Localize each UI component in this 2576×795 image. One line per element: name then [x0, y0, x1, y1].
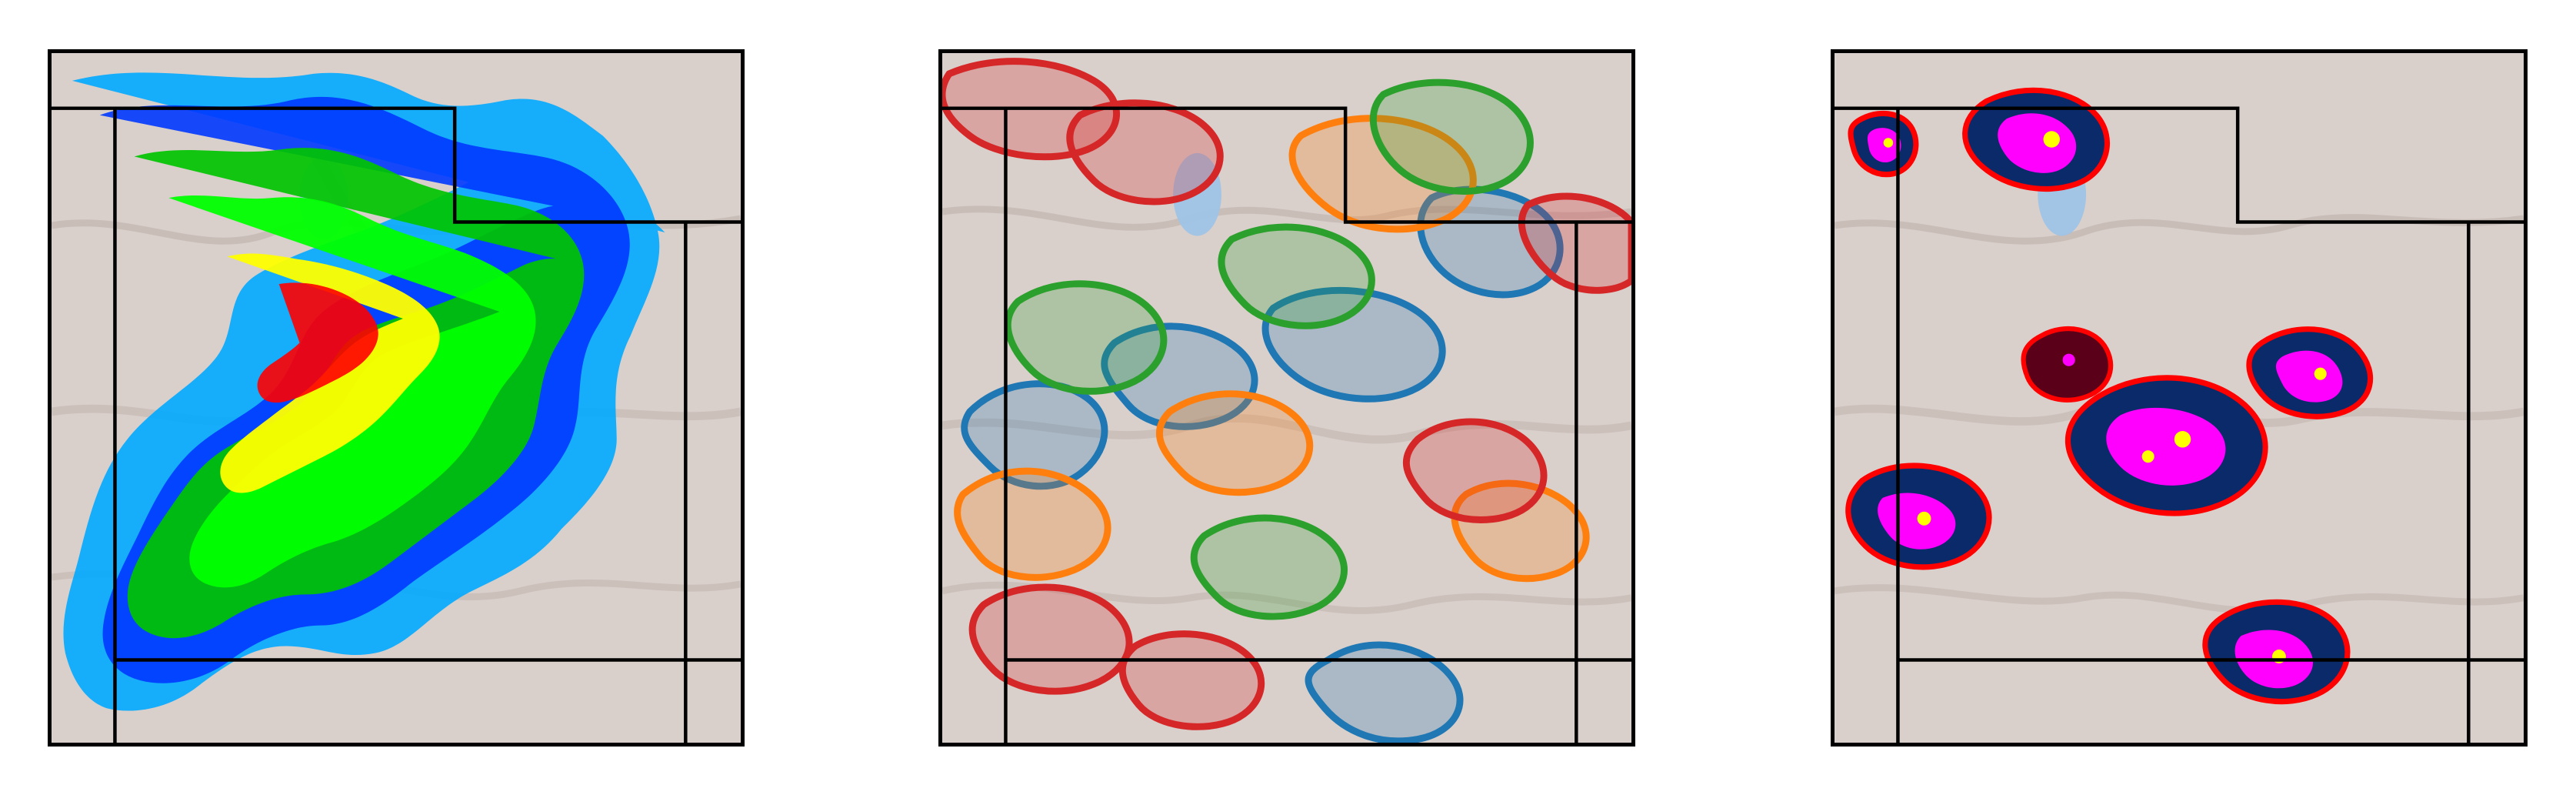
object-4	[2246, 326, 2374, 419]
map-panel-3-svg	[1835, 53, 2524, 743]
panel-1-levels	[63, 72, 665, 711]
map-panel-3	[1831, 49, 2528, 747]
panel-3-frame-lines	[1835, 106, 2524, 743]
object-1	[1962, 87, 2110, 192]
member-2	[954, 115, 1590, 583]
panel-2-frame-lines	[942, 106, 1631, 743]
panel-2-contours	[942, 58, 1631, 743]
terrain-relief	[942, 53, 1631, 743]
object-5	[2202, 599, 2351, 705]
panel-3-objects	[1845, 87, 2374, 705]
map-panel-2-svg	[942, 53, 1631, 743]
map-panel-2	[938, 49, 1635, 747]
object-6	[1848, 110, 1919, 178]
object-3	[2064, 375, 2268, 516]
object-7	[2021, 326, 2114, 403]
map-panel-1-svg	[52, 53, 741, 743]
panel-1-frame-lines	[52, 106, 741, 743]
map-panel-1	[48, 49, 745, 747]
object-2	[1845, 463, 1992, 570]
member-3	[1004, 78, 1534, 620]
member-1	[961, 185, 1564, 743]
member-4	[942, 58, 1631, 730]
